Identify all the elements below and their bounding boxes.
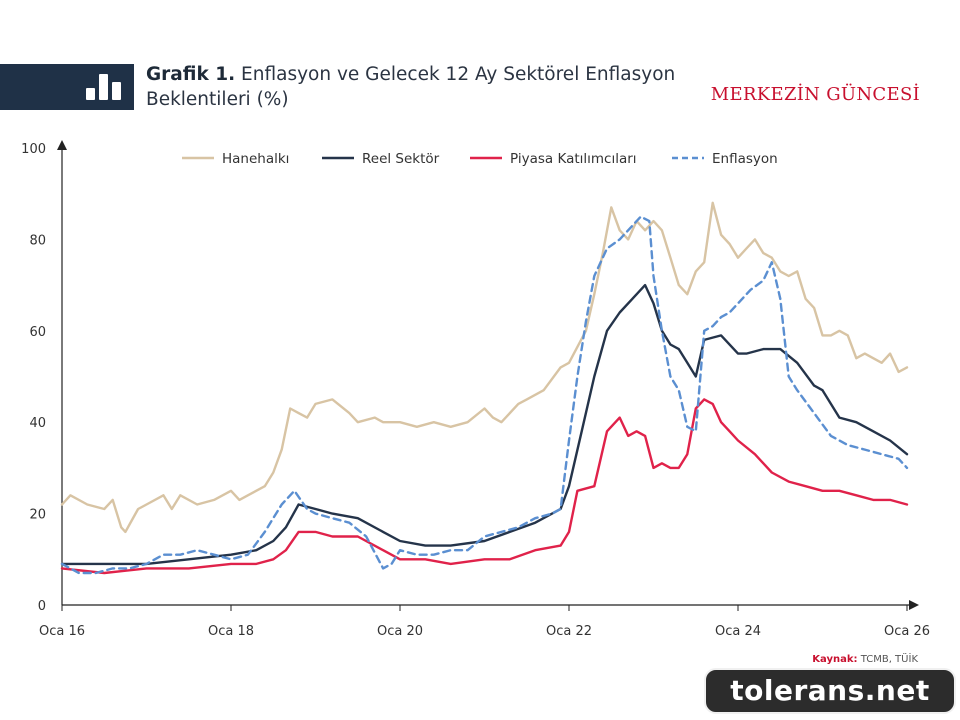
header-icon-block <box>0 64 134 110</box>
chart-axes: 0 20 40 60 80 100 Oca 16 Oca 18 Oca 20 Oca 22 Oca … <box>21 140 930 639</box>
y-tick-label: 100 <box>21 142 46 157</box>
x-tick-label: Oca 26 <box>884 624 930 639</box>
chart-title-rest: Enflasyon ve Gelecek 12 Ay Sektörel Enfl… <box>146 64 676 110</box>
series-line-2 <box>60 283 909 566</box>
x-axis-arrow <box>909 600 919 610</box>
chart-bar-icon <box>86 88 95 100</box>
legend-label: Hanehalkı <box>222 151 289 167</box>
chart-title-bold: Grafik 1. <box>146 64 236 85</box>
watermark: tolerans.net <box>704 668 956 714</box>
y-tick-label: 80 <box>29 233 46 248</box>
chart-series <box>60 201 909 575</box>
y-tick-label: 0 <box>38 599 46 614</box>
legend-label: Enflasyon <box>712 151 778 167</box>
series-line-1 <box>60 201 909 534</box>
y-axis-arrow <box>57 140 67 150</box>
chart-title: Grafik 1. Enflasyon ve Gelecek 12 Ay Sek… <box>146 62 726 112</box>
y-tick-label: 60 <box>29 325 46 340</box>
source-label: Kaynak: <box>812 654 858 665</box>
source-text: TCMB, TÜİK <box>857 654 918 665</box>
legend-label: Piyasa Katılımcıları <box>510 151 637 167</box>
chart-bar-icon <box>112 82 121 100</box>
y-tick-label: 40 <box>29 416 46 431</box>
x-tick-label: Oca 22 <box>546 624 592 639</box>
source-note: Kaynak: TCMB, TÜİK <box>812 654 918 665</box>
x-tick-label: Oca 24 <box>715 624 761 639</box>
y-tick-label: 20 <box>29 508 46 523</box>
x-tick-label: Oca 18 <box>208 624 254 639</box>
series-line-3 <box>60 398 909 575</box>
chart-legend: Hanehalkı Reel Sektör Piyasa Katılımcıları… <box>182 151 778 167</box>
x-tick-label: Oca 20 <box>377 624 423 639</box>
brand-logo: MERKEZİN GÜNCESİ <box>710 84 920 105</box>
series-line-4 <box>60 215 909 575</box>
chart-bar-icon <box>99 74 108 100</box>
x-tick-label: Oca 16 <box>39 624 85 639</box>
legend-label: Reel Sektör <box>362 151 440 167</box>
